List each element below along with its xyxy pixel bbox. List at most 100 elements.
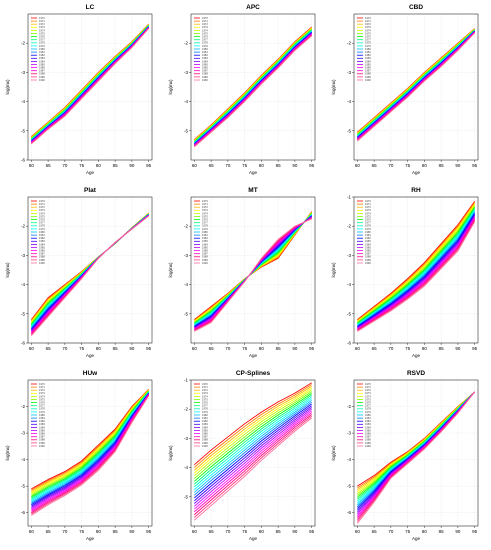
series-line	[356, 391, 476, 524]
legend-entry: 1975	[365, 397, 371, 401]
legend-entry: 1987	[39, 69, 45, 73]
legend-entry: 1986	[365, 66, 371, 70]
series-line	[357, 203, 476, 322]
x-tick-label: 90	[129, 346, 135, 351]
series-line	[31, 393, 150, 506]
x-tick-label: 65	[209, 346, 215, 351]
x-tick-label: 70	[62, 163, 68, 168]
legend-entry: 1988	[202, 72, 208, 76]
legend-entry: 1988	[202, 255, 208, 259]
legend-entry: 1970	[365, 382, 371, 386]
y-tick-label: -4	[347, 457, 351, 462]
x-tick-label: 70	[62, 346, 68, 351]
series-line	[357, 208, 476, 325]
panel-title: CBD	[409, 4, 423, 11]
legend-entry: 1990	[365, 78, 371, 82]
legend-entry: 1985	[39, 62, 45, 66]
chart-panel: APC 60 65 70 75 80 85 90 95 -5 -4 -3 -2 Age log(mx) 197…	[163, 0, 326, 183]
series-line	[31, 390, 149, 495]
panel-title: LC	[86, 4, 95, 11]
series-line	[194, 412, 312, 513]
legend-entry: 1970	[365, 16, 371, 20]
plot-frame	[190, 379, 316, 527]
panel-svg: CBD 60 65 70 75 80 85 90 95 -5 -4 -3 -2 Age log(mx) 197…	[331, 4, 479, 175]
y-tick-label: -2	[21, 224, 25, 229]
legend-entry: 1979	[39, 44, 45, 48]
x-tick-label: 65	[209, 529, 215, 534]
y-tick-label: -6	[347, 510, 351, 515]
x-tick-label: 80	[259, 163, 265, 168]
series-line	[357, 204, 476, 322]
series-line	[31, 215, 149, 336]
legend-entry: 1981	[365, 416, 371, 420]
legend-entry: 1979	[39, 227, 45, 231]
panel-title: HUw	[83, 370, 98, 377]
x-tick-label: 85	[439, 163, 445, 168]
legend-entry: 1981	[365, 233, 371, 237]
y-tick-label: -4	[21, 99, 25, 104]
legend-entry: 1976	[202, 218, 208, 222]
legend-entry: 1982	[202, 419, 208, 423]
legend-entry: 1983	[39, 422, 45, 426]
legend-entry: 1983	[202, 422, 208, 426]
series-line	[194, 398, 312, 490]
series-line	[357, 215, 476, 329]
series-line	[194, 410, 312, 510]
legend-entry: 1985	[202, 245, 208, 249]
legend-entry: 1989	[39, 258, 45, 262]
y-axis-label: log(mx)	[5, 262, 10, 278]
legend-entry: 1984	[39, 425, 45, 429]
legend-entry: 1970	[39, 199, 45, 203]
legend-entry: 1978	[39, 224, 45, 228]
y-tick-label: -6	[21, 158, 25, 163]
y-tick-label: -6	[21, 510, 25, 515]
x-tick-label: 95	[472, 163, 478, 168]
series-line	[357, 218, 476, 330]
legend-entry: 1976	[39, 218, 45, 222]
x-tick-label: 75	[79, 529, 85, 534]
legend-entry: 1972	[365, 205, 371, 209]
legend-entry: 1978	[202, 224, 208, 228]
series-line	[194, 394, 312, 485]
legend-entry: 1989	[365, 258, 371, 262]
x-tick-label: 65	[372, 529, 378, 534]
y-tick-label: -3	[347, 253, 351, 258]
legend-entry: 1980	[202, 413, 208, 417]
series-line	[31, 391, 149, 499]
legend-entry: 1983	[39, 239, 45, 243]
legend-entry: 1972	[202, 205, 208, 209]
y-tick-label: -5	[347, 311, 351, 316]
x-tick-label: 75	[79, 163, 85, 168]
legend-entry: 1975	[202, 214, 208, 218]
x-axis-label: Age	[412, 353, 421, 358]
legend-entry: 1980	[365, 230, 371, 234]
legend-entry: 1970	[365, 199, 371, 203]
x-tick-label: 85	[276, 163, 282, 168]
legend-entry: 1973	[39, 391, 45, 395]
legend-entry: 1973	[39, 208, 45, 212]
y-tick-label: -2	[21, 404, 25, 409]
legend-entry: 1980	[39, 230, 45, 234]
y-tick-label: -3	[184, 70, 188, 75]
legend-entry: 1981	[39, 50, 45, 54]
legend-entry: 1971	[365, 19, 371, 23]
y-tick-label: -2	[184, 41, 188, 46]
x-tick-label: 95	[472, 346, 478, 351]
legend-entry: 1979	[39, 410, 45, 414]
legend-entry: 1973	[202, 391, 208, 395]
panel-svg: LC 60 65 70 75 80 85 90 95 -6 -5 -4 -3 -2 Age log(mx) 19…	[5, 4, 153, 175]
y-tick-label: -4	[347, 282, 351, 287]
series-line	[31, 215, 149, 336]
x-tick-label: 60	[192, 346, 198, 351]
y-tick-label: -2	[184, 407, 188, 412]
legend-entry: 1973	[365, 25, 371, 29]
series-line	[194, 387, 312, 474]
legend-entry: 1986	[39, 249, 45, 253]
legend-entry: 1974	[365, 211, 371, 215]
x-tick-label: 70	[62, 529, 68, 534]
x-axis-label: Age	[412, 170, 421, 175]
legend-entry: 1978	[365, 41, 371, 45]
x-tick-label: 90	[455, 346, 461, 351]
legend-entry: 1987	[365, 435, 371, 439]
